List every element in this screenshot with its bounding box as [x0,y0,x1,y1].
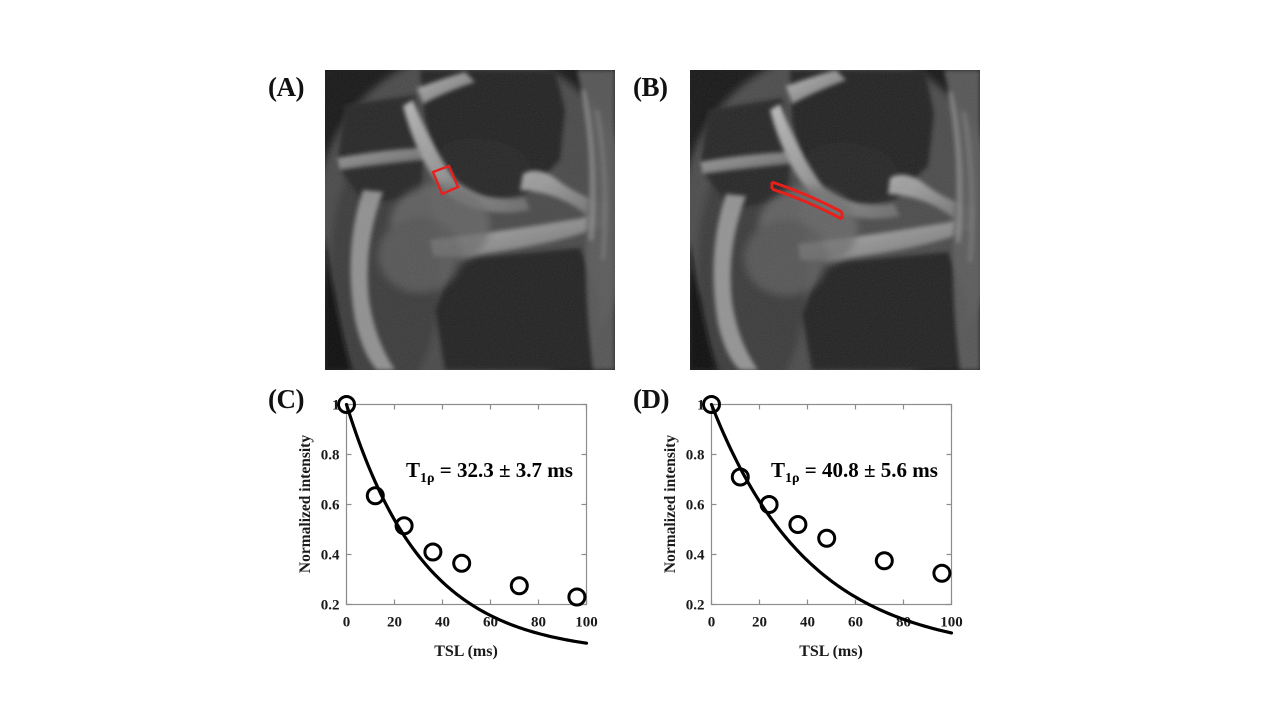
panel-label-b: (B) [633,72,668,102]
mri-b-svg [690,70,980,370]
panel-label-d: (D) [633,384,669,414]
decay-plot-d: 0 20 40 60 80 100 0.2 0.4 0.6 0.8 1 T1ρ = 40.8 ± … [653,392,983,670]
mri-image-a [325,70,615,370]
data-point-marker [817,528,837,548]
y-tick-label: 0.2 [686,598,705,614]
t1rho-equals-d: = [800,458,822,482]
data-point-marker [567,587,587,607]
y-tick-label: 0.6 [686,498,705,514]
roi-outline-b [770,180,844,221]
y-tick-label: 1 [332,398,340,414]
y-tick-label: 0.6 [321,498,340,514]
y-axis-label-c: Normalized intensity [297,435,314,573]
t1rho-annotation-d: T1ρ = 40.8 ± 5.6 ms [771,458,938,486]
plot-frame-c [345,403,588,606]
x-tick-label: 100 [940,615,963,631]
t1rho-value-d: 40.8 ± 5.6 ms [822,458,938,482]
data-point-marker [452,553,472,573]
x-tick-label: 20 [387,615,402,631]
y-axis-label-d: Normalized intensity [662,435,679,573]
x-tick-labels-d: 0 20 40 60 80 100 [708,615,963,631]
decay-plot-d-svg: 0 20 40 60 80 100 0.20.40.60.81 T1ρ = 40.8 ± … [662,395,963,660]
t1rho-symbol-d: T [771,458,785,482]
data-point-marker [365,486,385,506]
x-tick-label: 60 [848,615,863,631]
x-tick-label: 20 [752,615,767,631]
data-point-marker [874,551,894,571]
data-point-marker [932,563,952,583]
y-tick-label: 1 [697,398,705,414]
data-point-marker [509,576,529,596]
mri-image-b [690,70,980,370]
axis-ticks-d [710,403,953,606]
fit-curve-d [709,402,954,635]
data-point-marker [702,395,721,414]
t1rho-value-c: 32.3 ± 3.7 ms [457,458,573,482]
x-tick-label: 100 [575,615,598,631]
x-tick-label: 0 [708,615,716,631]
x-axis-label-c: TSL (ms) [434,643,498,660]
y-tick-label: 0.8 [686,448,705,464]
t1rho-symbol-c: T [406,458,420,482]
x-tick-label: 40 [435,615,450,631]
t1rho-annotation-c: T1ρ = 32.3 ± 3.7 ms [406,458,573,486]
y-tick-label: 0.4 [686,548,705,564]
data-point-marker [759,495,779,514]
y-tick-label: 0.2 [321,598,340,614]
t1rho-subscript-d: 1ρ [785,471,800,486]
data-markers-c [337,395,587,607]
y-tick-label: 0.8 [321,448,340,464]
x-tick-label: 40 [800,615,815,631]
data-point-marker [337,395,356,414]
mri-a-svg [325,70,615,370]
fit-curve-c [344,402,589,645]
x-tick-label: 0 [343,615,351,631]
panel-label-a: (A) [268,72,304,102]
y-tick-labels-d: 0.2 0.4 0.6 0.8 1 [686,398,705,614]
data-markers-d [702,395,952,583]
data-point-marker [423,542,443,562]
y-tick-labels-c: 0.2 0.4 0.6 0.8 1 [321,398,340,614]
x-axis-label-d: TSL (ms) [799,643,863,660]
data-point-marker [730,467,750,487]
data-point-marker [788,515,808,534]
t1rho-equals-c: = [435,458,457,482]
x-tick-label: 80 [531,615,546,631]
t1rho-subscript-c: 1ρ [420,471,435,486]
axis-ticks-c [345,403,588,606]
panel-label-c: (C) [268,384,304,414]
decay-plot-c: 0 20 40 60 80 100 0.2 0.4 0.6 0.8 1 T1ρ = 32.3 ± … [288,392,618,670]
x-tick-labels-c: 0 20 40 60 80 100 [343,615,598,631]
y-tick-label: 0.4 [321,548,340,564]
roi-outline-a [431,164,460,196]
decay-plot-c-svg: 0 20 40 60 80 100 0.20.40.60.81 T1ρ = 32.3 ± … [297,395,598,660]
data-point-marker [394,516,414,536]
plot-frame-d [710,403,953,606]
